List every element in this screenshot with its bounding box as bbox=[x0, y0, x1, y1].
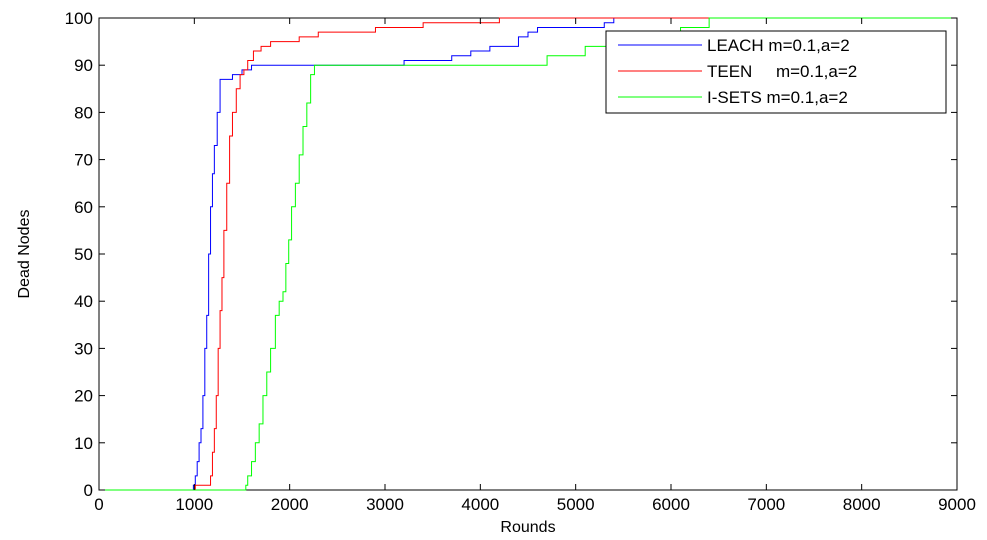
y-tick-label: 90 bbox=[74, 56, 93, 75]
legend-entry-i-sets: I-SETS m=0.1,a=2 bbox=[618, 88, 848, 107]
y-axis-ticks bbox=[99, 17, 957, 491]
x-axis-ticks bbox=[98, 18, 958, 490]
legend-label-teen: TEEN m=0.1,a=2 bbox=[707, 62, 857, 81]
y-tick-label: 80 bbox=[74, 103, 93, 122]
x-tick-label: 2000 bbox=[271, 495, 309, 514]
legend-label-leach: LEACH m=0.1,a=2 bbox=[707, 36, 850, 55]
x-tick-label: 5000 bbox=[557, 495, 595, 514]
x-tick-label: 3000 bbox=[366, 495, 404, 514]
series-layer bbox=[99, 17, 957, 491]
x-tick-label: 1000 bbox=[175, 495, 213, 514]
y-tick-label: 30 bbox=[74, 339, 93, 358]
x-tick-label: 0 bbox=[94, 495, 103, 514]
x-axis-tick-labels: 0 1000 2000 3000 4000 5000 6000 7000 8000 9000 bbox=[94, 495, 976, 514]
legend-label-i-sets: I-SETS m=0.1,a=2 bbox=[707, 88, 848, 107]
x-tick-label: 6000 bbox=[652, 495, 690, 514]
y-tick-label: 70 bbox=[74, 151, 93, 170]
x-tick-label: 7000 bbox=[747, 495, 785, 514]
x-tick-label: 8000 bbox=[843, 495, 881, 514]
y-tick-label: 0 bbox=[84, 481, 93, 500]
y-tick-label: 40 bbox=[74, 292, 93, 311]
legend: LEACH m=0.1,a=2 TEEN m=0.1,a=2 I-SETS m=… bbox=[605, 30, 947, 114]
series-teen bbox=[99, 17, 957, 491]
y-tick-label: 100 bbox=[65, 9, 93, 28]
x-tick-label: 9000 bbox=[938, 495, 976, 514]
y-tick-label: 50 bbox=[74, 245, 93, 264]
legend-entry-teen: TEEN m=0.1,a=2 bbox=[618, 62, 857, 81]
legend-entry-leach: LEACH m=0.1,a=2 bbox=[618, 36, 850, 55]
y-axis-tick-labels: 0 10 20 30 40 50 60 70 80 90 100 bbox=[65, 9, 93, 500]
y-tick-label: 60 bbox=[74, 198, 93, 217]
y-axis-label: Dead Nodes bbox=[16, 210, 33, 299]
series-leach bbox=[99, 17, 957, 491]
y-tick-label: 10 bbox=[74, 434, 93, 453]
y-tick-label: 20 bbox=[74, 387, 93, 406]
x-tick-label: 4000 bbox=[461, 495, 499, 514]
series-i-sets bbox=[99, 17, 957, 491]
x-axis-label: Rounds bbox=[500, 519, 555, 536]
